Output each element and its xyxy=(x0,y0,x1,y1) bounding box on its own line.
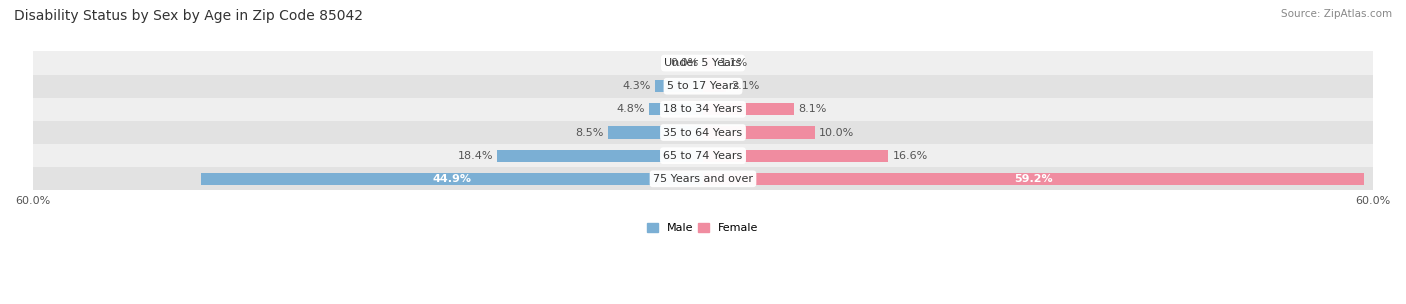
Text: 65 to 74 Years: 65 to 74 Years xyxy=(664,151,742,161)
Text: 35 to 64 Years: 35 to 64 Years xyxy=(664,127,742,137)
Bar xyxy=(655,80,703,92)
Bar xyxy=(498,150,703,162)
Bar xyxy=(32,75,1374,98)
Bar xyxy=(703,150,889,162)
Text: 10.0%: 10.0% xyxy=(820,127,855,137)
Text: 75 Years and over: 75 Years and over xyxy=(652,174,754,184)
Bar xyxy=(703,80,727,92)
Bar xyxy=(32,167,1374,190)
Legend: Male, Female: Male, Female xyxy=(643,219,763,238)
Bar xyxy=(703,173,1364,185)
Text: 16.6%: 16.6% xyxy=(893,151,928,161)
Text: 0.0%: 0.0% xyxy=(671,58,699,68)
Text: 8.5%: 8.5% xyxy=(575,127,603,137)
Text: 5 to 17 Years: 5 to 17 Years xyxy=(666,81,740,91)
Bar xyxy=(32,121,1374,144)
Text: 18.4%: 18.4% xyxy=(457,151,494,161)
Bar xyxy=(32,144,1374,167)
Text: 4.8%: 4.8% xyxy=(616,104,645,114)
Bar xyxy=(703,126,814,139)
Text: 8.1%: 8.1% xyxy=(799,104,827,114)
Text: 18 to 34 Years: 18 to 34 Years xyxy=(664,104,742,114)
Bar xyxy=(201,173,703,185)
Bar xyxy=(703,57,716,69)
Text: 1.1%: 1.1% xyxy=(720,58,748,68)
Text: Source: ZipAtlas.com: Source: ZipAtlas.com xyxy=(1281,9,1392,19)
Bar xyxy=(703,103,793,116)
Bar xyxy=(32,98,1374,121)
Bar xyxy=(650,103,703,116)
Text: 4.3%: 4.3% xyxy=(621,81,651,91)
Text: 44.9%: 44.9% xyxy=(433,174,471,184)
Text: 2.1%: 2.1% xyxy=(731,81,759,91)
Text: Under 5 Years: Under 5 Years xyxy=(665,58,741,68)
Bar xyxy=(32,51,1374,75)
Text: Disability Status by Sex by Age in Zip Code 85042: Disability Status by Sex by Age in Zip C… xyxy=(14,9,363,23)
Bar xyxy=(607,126,703,139)
Text: 59.2%: 59.2% xyxy=(1014,174,1053,184)
